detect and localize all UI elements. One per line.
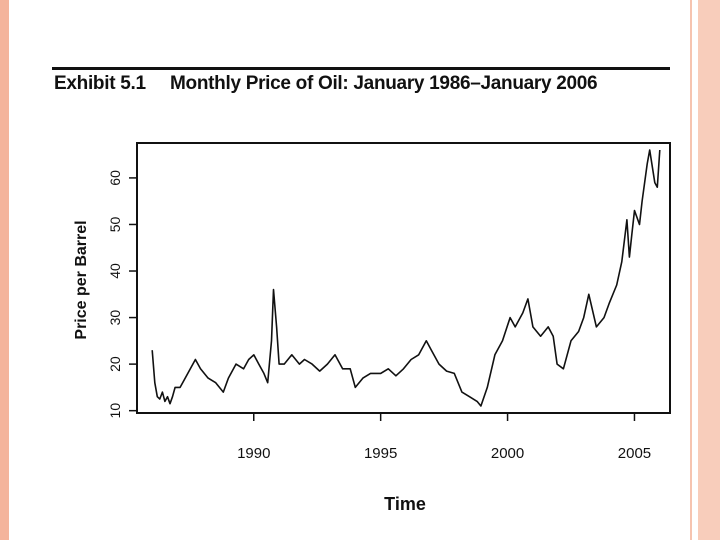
- x-tick-label-1995: 1995: [364, 445, 397, 462]
- oil-price-line: [151, 149, 661, 407]
- y-axis-label: Price per Barrel: [73, 220, 90, 339]
- plot-frame: [136, 142, 671, 414]
- y-tick-label-20: 20: [107, 356, 123, 372]
- y-tick-label-30: 30: [107, 310, 123, 326]
- exhibit-top-rule: [52, 67, 670, 70]
- x-axis-label: Time: [384, 494, 426, 514]
- exhibit-number: Exhibit 5.1: [54, 73, 146, 94]
- y-tick-label-50: 50: [107, 216, 123, 232]
- x-axis: 1990 1995 2000 2005: [237, 413, 651, 462]
- y-axis: 10 20 30 40 50 60: [107, 170, 137, 419]
- y-tick-label-60: 60: [107, 170, 123, 186]
- slide-right-border-thin: [690, 0, 692, 540]
- x-tick-label-2000: 2000: [491, 445, 524, 462]
- x-tick-label-2005: 2005: [618, 445, 651, 462]
- x-tick-label-1990: 1990: [237, 445, 270, 462]
- y-tick-label-40: 40: [107, 263, 123, 279]
- y-tick-label-10: 10: [107, 403, 123, 419]
- slide-left-border: [0, 0, 9, 540]
- exhibit-title: Monthly Price of Oil: January 1986–Janua…: [170, 73, 598, 94]
- slide-right-border-thick: [698, 0, 720, 540]
